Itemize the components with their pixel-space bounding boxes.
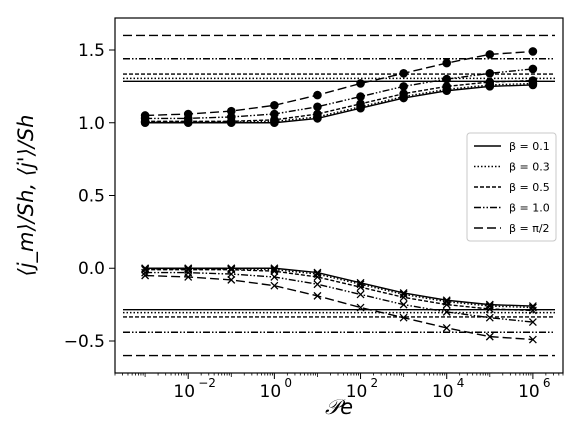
y-axis: −0.5 0.0 0.5 1.0 1.5: [64, 41, 115, 352]
series-3-lower-point: [270, 267, 279, 276]
series-3-lower-point: [485, 305, 494, 313]
x-tick-exponent: 6: [543, 376, 551, 390]
series-1-upper-line: [145, 84, 533, 124]
y-tick-label: 1.0: [78, 114, 105, 134]
series-4-upper-point: [399, 82, 408, 91]
series-5-lower-point: [227, 275, 236, 284]
x-tick-label: 10: [346, 382, 368, 402]
plot-content: [123, 34, 555, 357]
x-tick-label: 10: [173, 382, 195, 402]
series-4-upper-point: [270, 109, 279, 119]
series-3-lower-point: [528, 306, 537, 315]
legend: β = 0.1 β = 0.3 β = 0.5 β = 1.0 β = π/2: [466, 132, 557, 242]
y-tick-label: −0.5: [64, 332, 105, 352]
series-5-upper-point: [442, 58, 452, 68]
x-axis-title: 𝒫e: [325, 395, 353, 419]
legend-label-5: β = π/2: [509, 222, 550, 235]
legend-label-2: β = 0.3: [509, 161, 550, 174]
series-2-lower-point: [270, 265, 279, 274]
series-4-upper-point: [442, 74, 452, 84]
series-3-lower-point: [399, 293, 408, 302]
x-tick-label: 10: [518, 382, 540, 402]
series-4-lower-point: [485, 313, 494, 322]
x-tick-exponent: 2: [371, 376, 379, 390]
x-tick-label: 10: [260, 382, 282, 402]
legend-label-1: β = 0.1: [509, 140, 550, 153]
series-4-upper-line: [145, 68, 533, 120]
series-5-upper-line: [145, 50, 533, 117]
series-5-lower-point: [313, 291, 322, 300]
series-4-lower-point: [313, 280, 322, 289]
series-5-lower-point: [270, 281, 279, 290]
series-5-lower-point: [528, 335, 537, 344]
series-5-upper-point: [183, 109, 193, 119]
series-4-upper-point: [485, 68, 495, 78]
x-tick-label: 10: [432, 382, 454, 402]
series-2-lower-line: [145, 268, 533, 309]
legend-label-3: β = 0.5: [509, 181, 550, 194]
series-5-lower-line: [145, 274, 533, 341]
series-5-lower-point: [485, 332, 494, 341]
series-3-upper-point: [313, 109, 322, 119]
series-3-lower-line: [145, 269, 533, 312]
series-4-upper-point: [528, 64, 538, 74]
series-5-lower-point: [184, 273, 193, 281]
y-tick-label: 1.5: [78, 41, 105, 61]
series-4-lower-point: [442, 307, 451, 316]
legend-box: [466, 132, 557, 242]
series-3-upper-point: [399, 89, 408, 98]
series-3-lower-point: [442, 300, 451, 309]
series-4-upper-point: [313, 102, 322, 112]
series-3-upper-point: [528, 76, 538, 85]
series-5-upper-point: [140, 111, 150, 120]
x-tick-exponent: 4: [457, 376, 465, 390]
series-3-upper-point: [485, 77, 495, 87]
series-5-upper-point: [399, 68, 408, 78]
series-3-upper-line: [145, 79, 533, 122]
series-5-lower-point: [356, 303, 365, 312]
series-3-lower-point: [356, 283, 365, 292]
series-5-upper-point: [528, 47, 538, 56]
x-axis: 10 −2 10 0 10 2 10 4 10 6: [114, 373, 564, 402]
series-3-lower-point: [313, 273, 322, 281]
series-4-upper-point: [356, 92, 365, 101]
series-5: [123, 34, 555, 357]
x-tick-exponent: −2: [198, 376, 216, 390]
series-5-upper-point: [270, 100, 279, 110]
series-3-upper-point: [356, 99, 365, 109]
x-tick-exponent: 0: [284, 376, 292, 390]
series-4-lower-point: [528, 318, 537, 327]
series-4-lower-point: [227, 270, 236, 279]
y-axis-title: ⟨j_m⟩/Sh, ⟨j'⟩/Sh: [14, 115, 39, 277]
legend-label-4: β = 1.0: [509, 202, 550, 215]
series-5-lower-point: [141, 271, 150, 280]
series-4-lower-line: [145, 271, 533, 323]
series-1-lower-line: [145, 267, 533, 307]
series-2-lower-point: [528, 303, 537, 312]
y-tick-label: 0.5: [78, 187, 105, 207]
series-3-upper-point: [442, 82, 452, 91]
series-5-upper-point: [313, 90, 322, 100]
series-5-upper-point: [226, 106, 236, 116]
series-2-upper-line: [145, 82, 533, 123]
series-5-upper-point: [485, 50, 495, 59]
series-4-lower-point: [270, 273, 279, 281]
series-4-lower-point: [356, 290, 365, 299]
series-5-lower-point: [399, 313, 408, 322]
series-5-upper-point: [356, 79, 365, 88]
y-tick-label: 0.0: [78, 259, 105, 279]
series-5-lower-point: [442, 323, 451, 332]
series-4-lower-point: [399, 300, 408, 309]
series-2-lower-point: [356, 280, 365, 289]
